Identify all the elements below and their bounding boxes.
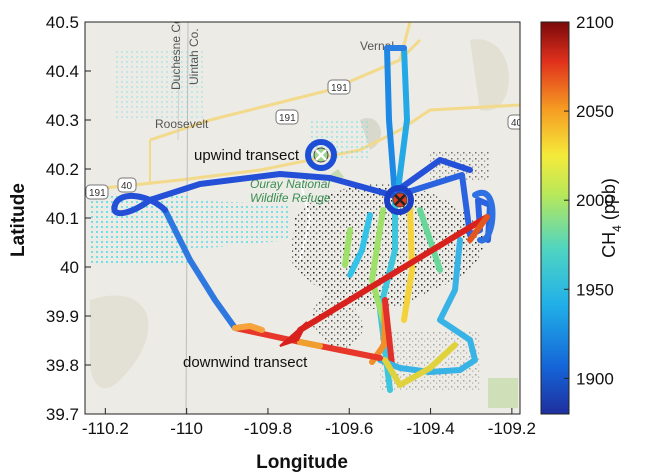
upwind-annotation: upwind transect	[194, 147, 300, 164]
svg-text:40: 40	[121, 181, 133, 192]
y-tick-label: 39.8	[46, 356, 79, 375]
y-axis-label: Latitude	[8, 183, 29, 257]
x-axis: -110.2 -110 -109.8 -109.6 -109.4 -109.2	[82, 408, 536, 438]
y-axis: 40.5 40.4 40.3 40.2 40.1 40 39.9 39.8 39.7	[46, 13, 91, 424]
shield-191-a: 191	[327, 79, 351, 95]
shield-40-b: 40	[117, 177, 137, 193]
upwind-marker	[313, 147, 329, 163]
shield-191-c: 191	[85, 184, 109, 200]
flight-track	[111, 45, 496, 393]
y-tick-label: 40.5	[46, 13, 79, 32]
shield-191-b: 191	[275, 109, 299, 125]
downwind-marker	[392, 192, 408, 208]
colorbar-tick-label: 1900	[576, 369, 614, 388]
refuge-label-1: Ouray National	[250, 177, 330, 191]
uintah-label: Uintah Co.	[187, 28, 201, 85]
x-tick-label: -109.6	[325, 419, 373, 438]
x-tick-label: -110.2	[82, 419, 129, 438]
colorbar-label: CH4 (ppb)	[599, 178, 624, 258]
transect-arrow	[279, 321, 308, 347]
colorbar-tick-label: 2100	[576, 13, 614, 32]
x-axis-label: Longitude	[256, 452, 348, 472]
x-tick-label: -110	[170, 419, 203, 438]
basemap: Vernal Roosevelt Duchesne Co. Uintah Co.…	[85, 14, 523, 414]
y-tick-label: 40.1	[46, 209, 79, 228]
colorbar-tick-label: 2050	[576, 102, 614, 121]
roosevelt-label: Roosevelt	[155, 117, 209, 131]
y-tick-label: 40	[60, 258, 79, 277]
colorbar-tick-label: 2000	[576, 191, 614, 210]
y-tick-label: 40.3	[46, 111, 79, 130]
y-tick-label: 40.2	[46, 160, 79, 179]
y-tick-label: 39.9	[46, 307, 79, 326]
y-tick-label: 40.4	[46, 62, 79, 81]
shield-40-a: 40	[507, 114, 523, 130]
svg-text:40: 40	[511, 118, 523, 129]
svg-text:191: 191	[331, 83, 348, 94]
x-tick-label: -109.2	[488, 419, 536, 438]
colorbar-tick-label: 1950	[576, 280, 614, 299]
svg-text:191: 191	[279, 113, 296, 124]
colorbar-ticks: 2100 2050 2000 1950 1900	[564, 13, 614, 388]
refuge-label-2: Wildlife Refuge	[250, 191, 331, 205]
x-tick-label: -109.8	[244, 419, 292, 438]
x-tick-label: -109.4	[406, 419, 454, 438]
colorbar: 2100 2050 2000 1950 1900 CH4 (ppb)	[540, 13, 624, 415]
downwind-annotation: downwind transect	[183, 354, 308, 371]
y-tick-label: 39.7	[46, 405, 79, 424]
colorbar-gradient	[540, 21, 570, 415]
svg-text:191: 191	[89, 188, 106, 199]
duchesne-label: Duchesne Co.	[169, 14, 183, 90]
